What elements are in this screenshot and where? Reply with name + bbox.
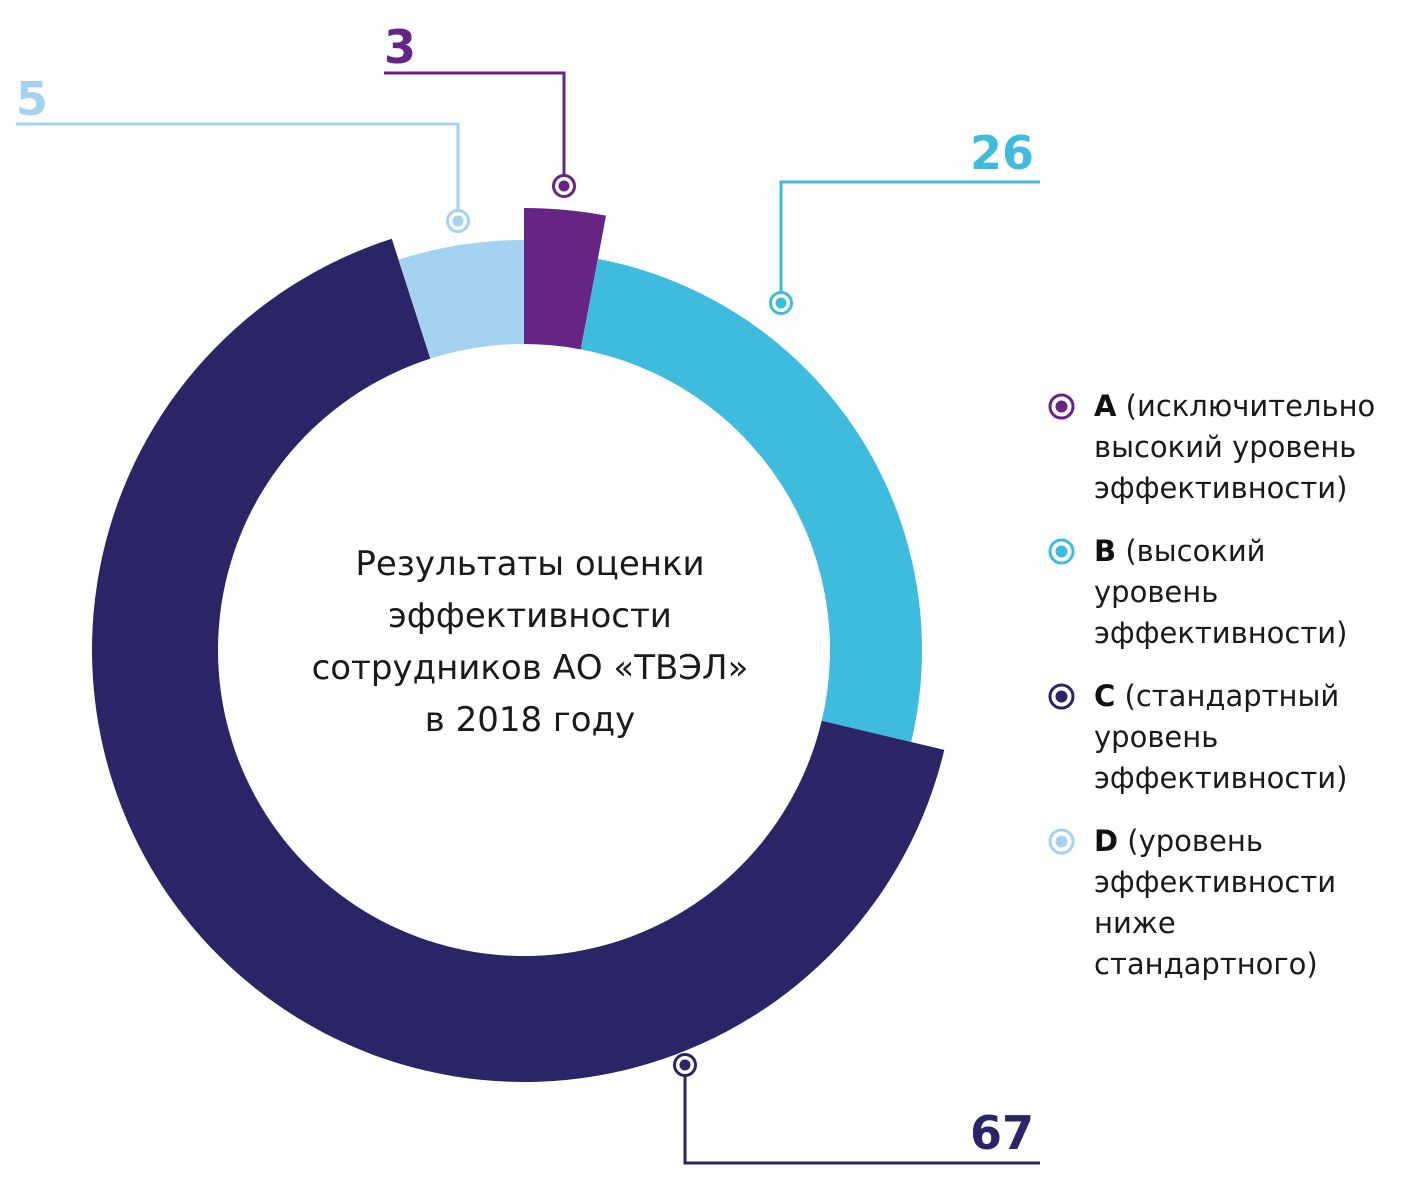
- legend-item-c: C (стандартный уровень эффективности): [1048, 676, 1398, 799]
- leader-d-line: [16, 122, 460, 210]
- legend-item-b: B (высокий уровень эффективности): [1048, 531, 1398, 654]
- legend-marker-b: [1048, 538, 1075, 565]
- legend-text-d: (уровень эффективности ниже стандартного…: [1094, 824, 1337, 981]
- legend: A (исключительно высокий уровень эффекти…: [1048, 386, 1398, 1007]
- leader-a-line: [384, 71, 566, 175]
- legend-text-c: (стандартный уровень эффективности): [1094, 679, 1348, 795]
- chart-title: Результаты оценки эффективности сотрудни…: [311, 544, 749, 740]
- donut-slices: [91, 208, 945, 1082]
- slice-b: [580, 258, 922, 743]
- legend-marker-d: [1048, 828, 1075, 855]
- leader-c-line: [683, 1076, 1040, 1165]
- leader-b-marker-dot: [775, 297, 787, 309]
- value-label-c: 67: [970, 1106, 1035, 1160]
- legend-code-d: D: [1094, 824, 1119, 858]
- legend-code-b: B: [1094, 534, 1117, 568]
- legend-item-a: A (исключительно высокий уровень эффекти…: [1048, 386, 1398, 509]
- slice-c: [91, 238, 945, 1082]
- value-label-d: 5: [16, 72, 49, 126]
- value-label-a: 3: [384, 20, 417, 74]
- legend-code-c: C: [1094, 679, 1116, 713]
- value-label-b: 26: [970, 126, 1035, 180]
- leader-lines: [16, 71, 1040, 1165]
- legend-text-b: (высокий уровень эффективности): [1094, 534, 1348, 650]
- slice-d: [398, 240, 524, 359]
- legend-item-d: D (уровень эффективности ниже стандартно…: [1048, 821, 1398, 985]
- leader-b-line: [779, 180, 1040, 292]
- leader-d-marker-dot: [452, 215, 464, 227]
- legend-marker-c: [1048, 683, 1075, 710]
- legend-text-a: (исключительно высокий уровень эффективн…: [1094, 389, 1376, 505]
- leader-a-marker-dot: [558, 180, 570, 192]
- leader-c-marker-dot: [679, 1059, 691, 1071]
- legend-marker-a: [1048, 393, 1075, 420]
- slice-a: [524, 208, 607, 350]
- legend-code-a: A: [1094, 389, 1117, 423]
